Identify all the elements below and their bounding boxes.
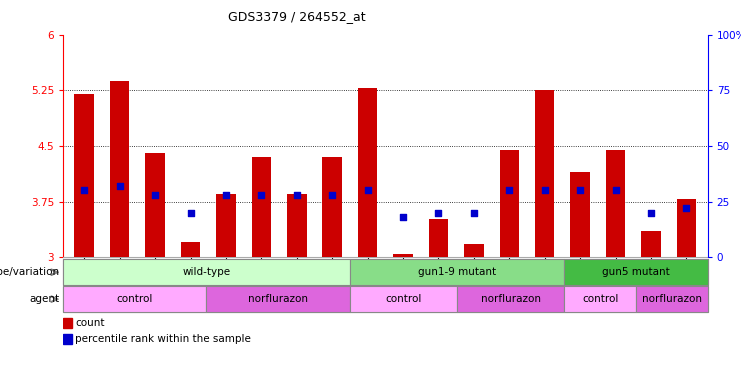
Point [433,210,445,216]
Point [326,192,338,198]
Point [610,187,622,194]
Bar [677,199,696,257]
Bar [181,242,200,257]
Text: control: control [582,294,619,304]
Bar [636,286,708,312]
Text: norflurazon: norflurazon [642,294,702,304]
Bar [322,157,342,257]
Text: gun1-9 mutant: gun1-9 mutant [418,267,496,277]
Text: percentile rank within the sample: percentile rank within the sample [76,334,251,344]
Bar [565,286,636,312]
Text: genotype/variation: genotype/variation [0,267,59,277]
Bar [499,150,519,257]
Bar [75,94,94,257]
Text: control: control [385,294,422,304]
Point [468,210,480,216]
Bar [287,194,307,257]
Bar [535,90,554,257]
Bar [63,286,206,312]
Bar [145,153,165,257]
Bar [110,81,130,257]
Point [503,187,515,194]
Bar [63,318,72,328]
Text: control: control [116,294,153,304]
Point [397,214,409,220]
Text: agent: agent [29,294,59,304]
Text: norflurazon: norflurazon [248,294,308,304]
Bar [350,286,457,312]
Point [220,192,232,198]
Bar [457,286,565,312]
Point [362,187,373,194]
Point [113,183,125,189]
Bar [350,259,565,285]
Bar [393,253,413,257]
Bar [606,150,625,257]
Bar [216,194,236,257]
Text: count: count [76,318,105,328]
Point [574,187,586,194]
Point [539,187,551,194]
Text: gun5 mutant: gun5 mutant [602,267,670,277]
Bar [63,259,350,285]
Bar [358,88,377,257]
Bar [63,334,72,344]
Point [645,210,657,216]
Point [290,192,302,198]
Bar [641,231,661,257]
Bar [252,157,271,257]
Bar [429,218,448,257]
Point [185,210,196,216]
Text: wild-type: wild-type [182,267,230,277]
Point [79,187,90,194]
Bar [206,286,350,312]
Point [149,192,161,198]
Bar [464,244,484,257]
Bar [565,259,708,285]
Text: GDS3379 / 264552_at: GDS3379 / 264552_at [227,10,365,23]
Bar [571,172,590,257]
Point [256,192,268,198]
Point [680,205,692,211]
Text: norflurazon: norflurazon [481,294,541,304]
